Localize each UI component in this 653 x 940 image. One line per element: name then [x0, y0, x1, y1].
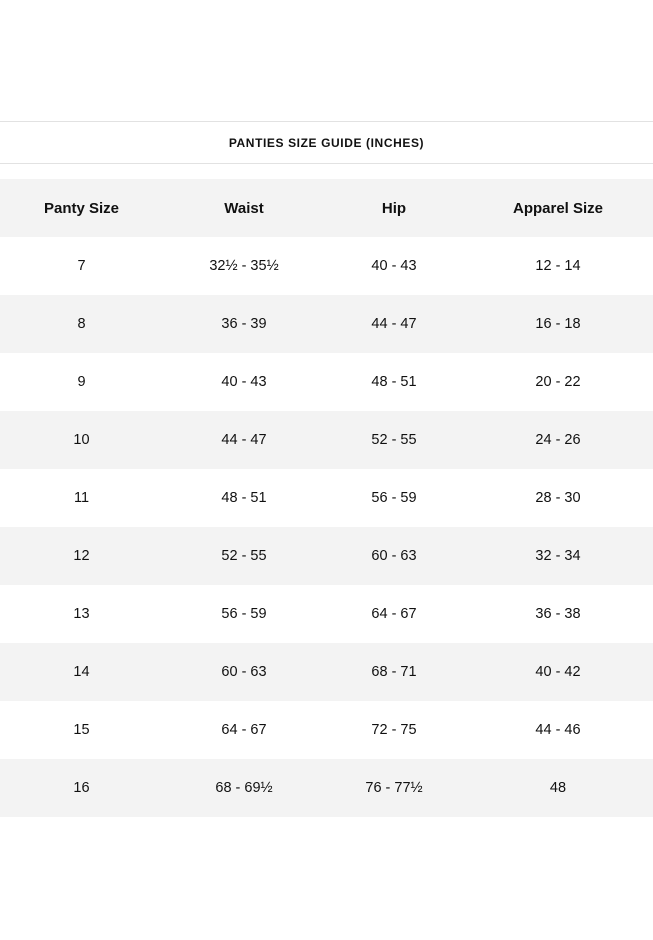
table-cell: 16 [73, 780, 90, 796]
table-row: 10 44 - 47 52 - 55 24 - 26 [0, 411, 653, 469]
table-cell: 44 - 47 [221, 432, 267, 448]
table-cell: 68 - 69½ [215, 780, 273, 796]
table-cell: 10 [73, 432, 90, 448]
table-cell: 68 - 71 [371, 664, 417, 680]
table-cell: 52 - 55 [221, 548, 267, 564]
table-row: 11 48 - 51 56 - 59 28 - 30 [0, 469, 653, 527]
table-row: 12 52 - 55 60 - 63 32 - 34 [0, 527, 653, 585]
table-row: 13 56 - 59 64 - 67 36 - 38 [0, 585, 653, 643]
table-cell: 56 - 59 [371, 490, 417, 506]
table-cell: 40 - 43 [221, 374, 267, 390]
table-cell: 40 - 43 [371, 258, 417, 274]
table-cell: 11 [73, 490, 90, 506]
table-cell: 36 - 39 [221, 316, 267, 332]
size-guide-title: PANTIES SIZE GUIDE (INCHES) [0, 121, 653, 164]
table-cell: 16 - 18 [535, 316, 581, 332]
table-cell: 64 - 67 [371, 606, 417, 622]
table-row: 14 60 - 63 68 - 71 40 - 42 [0, 643, 653, 701]
table-cell: 32½ - 35½ [209, 258, 279, 274]
table-cell: 12 - 14 [535, 258, 581, 274]
table-cell: 24 - 26 [535, 432, 581, 448]
table-cell: 44 - 47 [371, 316, 417, 332]
table-cell: 12 [73, 548, 90, 564]
table-cell: 9 [77, 374, 86, 390]
table-row: 15 64 - 67 72 - 75 44 - 46 [0, 701, 653, 759]
table-cell: 40 - 42 [535, 664, 581, 680]
table-cell: 32 - 34 [535, 548, 581, 564]
table-cell: 14 [73, 664, 90, 680]
table-cell: 36 - 38 [535, 606, 581, 622]
header-panty-size: Panty Size [43, 199, 120, 217]
header-hip: Hip [381, 199, 407, 217]
table-cell: 48 - 51 [371, 374, 417, 390]
table-cell: 76 - 77½ [365, 780, 423, 796]
table-row: 9 40 - 43 48 - 51 20 - 22 [0, 353, 653, 411]
table-cell: 48 - 51 [221, 490, 267, 506]
table-row: 8 36 - 39 44 - 47 16 - 18 [0, 295, 653, 353]
table-cell: 52 - 55 [371, 432, 417, 448]
table-cell: 15 [73, 722, 90, 738]
header-apparel-size: Apparel Size [512, 199, 604, 217]
table-cell: 20 - 22 [535, 374, 581, 390]
size-table: Panty Size Waist Hip Apparel Size 7 32½ -… [0, 179, 653, 817]
table-cell: 72 - 75 [371, 722, 417, 738]
table-cell: 56 - 59 [221, 606, 267, 622]
table-cell: 48 [549, 780, 567, 796]
table-cell: 13 [73, 606, 90, 622]
table-row: 7 32½ - 35½ 40 - 43 12 - 14 [0, 237, 653, 295]
table-cell: 28 - 30 [535, 490, 581, 506]
table-header-row: Panty Size Waist Hip Apparel Size [0, 179, 653, 237]
header-waist: Waist [224, 199, 264, 217]
table-cell: 60 - 63 [371, 548, 417, 564]
table-row: 16 68 - 69½ 76 - 77½ 48 [0, 759, 653, 817]
table-cell: 64 - 67 [221, 722, 267, 738]
table-cell: 44 - 46 [535, 722, 581, 738]
table-cell: 8 [77, 316, 86, 332]
table-cell: 7 [77, 258, 86, 274]
table-cell: 60 - 63 [221, 664, 267, 680]
